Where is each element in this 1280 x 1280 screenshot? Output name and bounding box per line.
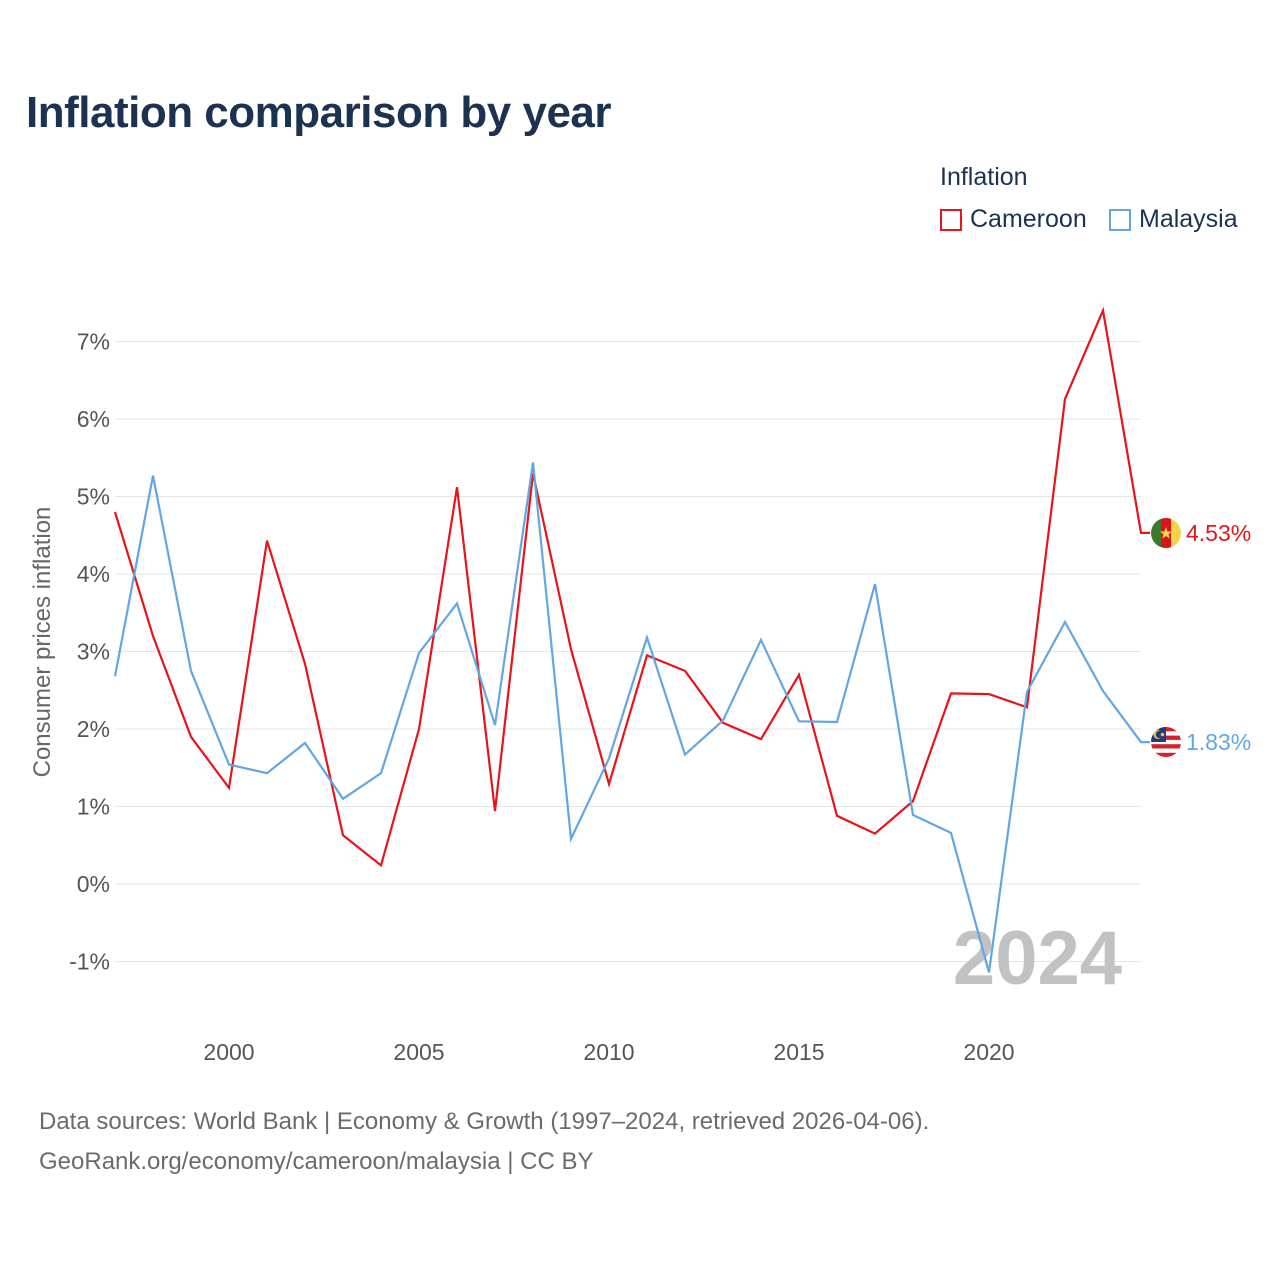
footer-sources: Data sources: World Bank | Economy & Gro…	[39, 1108, 930, 1135]
footer-attribution: GeoRank.org/economy/cameroon/malaysia | …	[39, 1148, 594, 1175]
x-tick-label: 2010	[583, 1039, 634, 1065]
end-label-malaysia: 1.83%	[1186, 729, 1251, 755]
end-labels: 4.53% 1.83%	[1186, 520, 1251, 755]
y-tick-label: 4%	[77, 561, 110, 587]
y-tick-label: 0%	[77, 871, 110, 897]
malaysia-flag-icon	[1151, 727, 1181, 757]
legend-label-cameroon: Cameroon	[970, 205, 1087, 233]
y-axis-ticks: -1% 0% 1% 2% 3% 4% 5% 6% 7%	[69, 329, 110, 975]
grid-lines	[115, 341, 1141, 962]
x-tick-label: 2000	[203, 1039, 254, 1065]
legend-label-malaysia: Malaysia	[1139, 205, 1238, 233]
cameroon-flag-icon	[1151, 518, 1181, 548]
series-lines	[113, 306, 1150, 973]
y-tick-label: 5%	[77, 484, 110, 510]
y-tick-label: -1%	[69, 949, 110, 975]
x-tick-label: 2020	[963, 1039, 1014, 1065]
x-axis-ticks: 2000 2005 2010 2015 2020	[203, 1039, 1014, 1065]
y-tick-label: 3%	[77, 639, 110, 665]
legend-item-malaysia[interactable]: Malaysia	[1109, 205, 1238, 234]
legend-swatch-cameroon	[940, 208, 962, 231]
y-tick-label: 7%	[77, 329, 110, 355]
series-line-malaysia[interactable]	[113, 462, 1150, 973]
legend-swatch-malaysia	[1109, 208, 1131, 231]
x-tick-label: 2005	[393, 1039, 444, 1065]
y-tick-label: 6%	[77, 406, 110, 432]
legend-title: Inflation	[940, 163, 1028, 191]
highlight-year-label: 2024	[953, 916, 1122, 1001]
end-label-cameroon: 4.53%	[1186, 520, 1251, 546]
y-axis-label: Consumer prices inflation	[29, 507, 56, 778]
chart-title: Inflation comparison by year	[26, 88, 612, 137]
y-tick-label: 2%	[77, 716, 110, 742]
x-tick-label: 2015	[773, 1039, 824, 1065]
legend-item-cameroon[interactable]: Cameroon	[940, 205, 1087, 234]
series-line-cameroon[interactable]	[113, 306, 1150, 868]
y-tick-label: 1%	[77, 794, 110, 820]
